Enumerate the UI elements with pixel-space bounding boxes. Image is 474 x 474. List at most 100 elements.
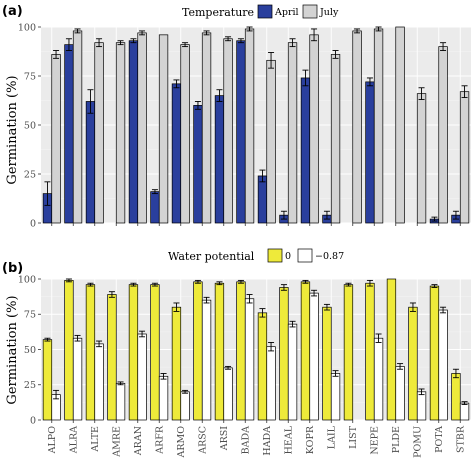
panel-b-bar-0-stbr	[451, 373, 461, 421]
legend-swatch-april	[257, 4, 273, 19]
panel-a-errorbar-july-alte	[96, 38, 103, 48]
panel-a-ytick-label: 25	[24, 169, 36, 180]
panel-a-bar-july-alte	[94, 42, 104, 224]
panel-b-bar-minus-0-87-alra	[72, 337, 83, 421]
panel-a-ytick-label: 0	[30, 218, 36, 229]
xtick-label-arfr: ARFR	[154, 425, 165, 455]
legend-label-0: 0	[285, 251, 291, 262]
panel-b-bar-minus-0-87-pota	[438, 309, 448, 421]
panel-b-ytick-label: 25	[24, 380, 36, 391]
panel-b-ylabel: Germination (%)	[5, 295, 20, 404]
xtick-label-pomu: POMU	[412, 426, 423, 458]
panel-a-errorbar-july-armo	[182, 42, 189, 48]
panel-b-errorbar-0-stbr	[452, 368, 459, 379]
panel-b-errorbar-minus-0-87-hada	[268, 342, 275, 352]
panel-b-ytick-label: 75	[24, 310, 36, 321]
panel-b-errorbar-minus-0-87-alpo	[53, 389, 60, 400]
panel-a-bar-april-nepe	[365, 81, 375, 224]
panel-a-errorbar-april-armo	[173, 79, 180, 89]
panel-a-errorbar-april-nepe	[366, 77, 373, 87]
panel-a-bar-april-armo	[171, 83, 182, 224]
panel-a-bar-july-bada	[244, 28, 255, 224]
panel-b-bar-minus-0-87-alte	[94, 343, 104, 421]
legend-label-july: July	[319, 7, 339, 18]
panel-b-legend-title: Water potential	[168, 250, 255, 263]
panel-b-errorbar-minus-0-87-heal	[289, 320, 296, 328]
panel-a-bar-july-pomu	[416, 93, 427, 224]
xtick-label-aran: ARAN	[133, 426, 144, 456]
panel-b-bar-0-lail	[322, 306, 332, 421]
xtick-label-arsc: ARSC	[197, 426, 208, 455]
panel-a: (a) Temperature April July Germination (…	[2, 4, 471, 229]
panel-a-errorbar-july-hada	[268, 52, 275, 69]
panel-a-errorbar-july-arsi	[225, 36, 232, 42]
xtick-label-arsi: ARSI	[219, 426, 230, 452]
panel-a-bar-april-arsc	[193, 105, 203, 224]
panel-a-errorbar-july-heal	[289, 38, 296, 48]
legend-swatch-minus-0-87	[297, 248, 313, 263]
panel-a-ytick-label: 100	[18, 22, 36, 33]
panel-b-bar-0-amre	[107, 294, 117, 421]
panel-a-plot: 0 25 50 75 100	[18, 22, 471, 229]
panel-b-bar-0-arfr	[150, 284, 160, 421]
panel-a-bar-july-nepe	[373, 28, 384, 224]
panel-a-bar-july-list	[352, 30, 362, 224]
xtick-label-plde: PLDE	[391, 426, 402, 453]
panel-a-errorbar-april-arsc	[194, 101, 201, 110]
panel-a-bar-july-arfr	[158, 34, 169, 224]
panel-a-errorbar-april-aran	[130, 38, 137, 44]
panel-b-errorbar-0-bada	[237, 279, 244, 284]
panel-b-errorbar-0-hada	[259, 308, 266, 318]
panel-a-errorbar-july-arsc	[203, 30, 210, 36]
panel-a-errorbar-april-lail	[323, 210, 330, 220]
panel-b-ytick-label: 0	[30, 415, 36, 426]
panel-b-errorbar-0-amre	[108, 291, 115, 298]
panel-b-errorbar-minus-0-87-pota	[440, 306, 447, 314]
panel-a-errorbar-july-amre	[117, 40, 124, 46]
panel-a-errorbar-april-stbr	[452, 210, 459, 220]
panel-a-errorbar-april-kopr	[302, 69, 309, 87]
panel-b-errorbar-0-pota	[431, 284, 438, 288]
panel-a-bar-july-armo	[180, 44, 190, 224]
legend-swatch-0	[267, 248, 283, 263]
panel-b-errorbar-0-heal	[280, 284, 287, 291]
panel-b-errorbar-minus-0-87-arfr	[160, 373, 167, 380]
xtick-label-list: LIST	[348, 425, 359, 449]
xtick-label-heal: HEAL	[283, 425, 294, 454]
panel-a-label: (a)	[2, 4, 23, 19]
panel-b-errorbar-minus-0-87-nepe	[375, 333, 382, 343]
panel-a-bar-july-plde	[395, 26, 405, 224]
panel-b-errorbar-0-kopr	[302, 279, 309, 284]
panel-a-errorbar-july-pomu	[418, 87, 425, 100]
panel-a-errorbar-july-pota	[440, 42, 447, 51]
panel-a-bar-july-lail	[330, 54, 341, 224]
panel-b-bar-0-alpo	[42, 339, 53, 421]
panel-b-bar-minus-0-87-plde	[395, 366, 405, 421]
xtick-label-stbr: STBR	[455, 425, 466, 453]
panel-a-bar-july-pota	[438, 46, 448, 224]
panel-b-bar-minus-0-87-arsc	[201, 299, 212, 421]
panel-b-errorbar-minus-0-87-kopr	[311, 289, 318, 297]
xtick-label-lail: LAIL	[326, 425, 337, 449]
panel-b-errorbar-minus-0-87-arsi	[225, 365, 232, 370]
panel-b-ytick-label: 100	[18, 274, 36, 285]
panel-a-errorbar-april-bada	[237, 38, 244, 44]
panel-b-bar-0-bada	[236, 281, 246, 421]
panel-a-errorbar-july-alpo	[53, 50, 60, 59]
panel-a-bar-july-kopr	[309, 34, 319, 224]
panel-b-errorbar-0-alra	[65, 278, 72, 283]
panel-b-ytick-label: 50	[24, 345, 36, 356]
legend-label-minus-0-87: −0.87	[315, 251, 344, 262]
xtick-label-nepe: NEPE	[369, 426, 380, 455]
xtick-label-amre: AMRE	[111, 426, 122, 458]
panel-a-bar-april-arfr	[150, 191, 160, 224]
panel-b-bar-minus-0-87-aran	[137, 333, 147, 421]
panel-a-bar-april-bada	[236, 40, 246, 224]
panel-a-bar-april-alte	[85, 101, 96, 224]
panel-b-errorbar-0-arsc	[194, 279, 201, 284]
panel-a-errorbar-july-stbr	[461, 85, 468, 99]
panel-a-bar-july-alpo	[51, 54, 61, 224]
panel-b-errorbar-minus-0-87-stbr	[461, 401, 468, 405]
panel-b-errorbar-minus-0-87-plde	[397, 363, 404, 370]
panel-b-errorbar-minus-0-87-amre	[117, 381, 124, 386]
